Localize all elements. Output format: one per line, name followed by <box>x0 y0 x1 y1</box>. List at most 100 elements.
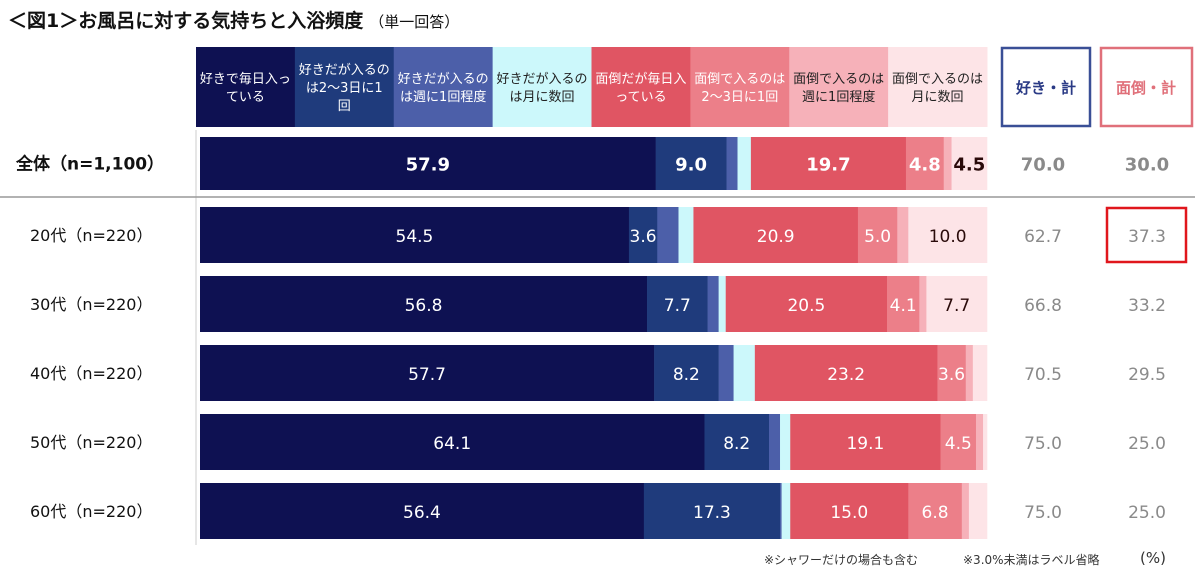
legend-label: 好きだが入るのは2～3日に1 回 <box>299 63 390 114</box>
legend-swatch <box>789 47 889 127</box>
data-label: 57.7 <box>408 365 446 385</box>
like-total-value: 75.0 <box>1024 434 1062 454</box>
data-label: 56.4 <box>403 503 441 523</box>
legend-label: 面倒で入るのは週に1回程度 <box>793 72 884 105</box>
bar-segment <box>655 137 727 190</box>
bar-segment <box>908 207 988 263</box>
legend-swatch <box>393 47 494 127</box>
bar-segment <box>937 345 967 401</box>
data-label: 54.5 <box>396 227 434 247</box>
bar-segment <box>926 276 988 332</box>
legend-label: 好きだが入るのは週に1回程度 <box>398 72 489 105</box>
bar-segment <box>780 414 791 470</box>
row-label: 全体（n=1,100） <box>15 154 164 175</box>
data-label: 57.9 <box>406 155 450 176</box>
bar-segment <box>968 483 988 539</box>
like-total-value: 66.8 <box>1024 296 1062 316</box>
legend-label: 面倒で入るのは 2～3日に1回 <box>694 72 785 105</box>
row-label: 50代（n=220） <box>30 433 152 452</box>
bar-segment <box>678 207 694 263</box>
bar-segment <box>943 137 952 190</box>
bar-segment <box>972 345 988 401</box>
legend-swatch <box>888 47 988 127</box>
bar-segment <box>707 276 719 332</box>
bar-segment <box>200 276 648 332</box>
row-label: 40代（n=220） <box>30 364 152 383</box>
bar-segment <box>983 414 988 470</box>
bar-segment <box>200 414 705 470</box>
legend-swatch <box>492 47 592 127</box>
like-total-value: 62.7 <box>1024 227 1062 247</box>
bar-segment <box>704 414 770 470</box>
bar-segment <box>647 276 708 332</box>
data-label: 4.8 <box>909 155 941 176</box>
bar-segment <box>725 276 888 332</box>
bar-segment <box>908 483 963 539</box>
data-label: 3.6 <box>938 365 965 385</box>
bar-segment <box>718 276 727 332</box>
legend-label: 好きで毎日入っている <box>200 71 291 105</box>
bar-segment <box>961 483 970 539</box>
bar-segment <box>733 345 756 401</box>
bar-segment <box>200 345 655 401</box>
legend-swatch <box>294 47 395 127</box>
data-label: 7.7 <box>943 296 970 316</box>
bar-segment <box>200 207 630 263</box>
data-label: 6.8 <box>922 503 949 523</box>
bother-total-value: 37.3 <box>1128 227 1166 247</box>
highlight-box <box>1105 206 1188 264</box>
legend-label: 面倒だが毎日入っている <box>595 71 686 105</box>
row-label: 20代（n=220） <box>30 226 152 245</box>
bar-segment <box>940 414 977 470</box>
bar-segment <box>693 207 859 263</box>
bar-segment <box>726 137 738 190</box>
bar-segment <box>718 345 734 401</box>
subtitle-text: （単一回答） <box>369 13 460 31</box>
bar-segment <box>951 137 988 190</box>
data-label: 8.2 <box>723 434 750 454</box>
like-total-value: 75.0 <box>1024 503 1062 523</box>
bother-total-value: 33.2 <box>1128 296 1166 316</box>
bother-total-value: 25.0 <box>1128 503 1166 523</box>
bother-total-header: 面倒・計 <box>1116 79 1176 97</box>
row-label: 60代（n=220） <box>30 502 152 521</box>
data-label: 9.0 <box>675 155 707 176</box>
title-text: ＜図1＞お風呂に対する気持ちと入浴頻度 <box>8 10 364 32</box>
legend-swatch <box>690 47 790 127</box>
data-label: 8.2 <box>673 365 700 385</box>
bar-segment <box>780 483 782 539</box>
bar-segment <box>897 207 909 263</box>
legend-label: 面倒で入るのは月に数回 <box>892 72 983 105</box>
bar-segment <box>628 207 658 263</box>
bar-segment <box>781 483 791 539</box>
bar-segment <box>657 207 679 263</box>
bother-total-value: 30.0 <box>1125 155 1169 176</box>
data-label: 4.1 <box>890 296 917 316</box>
bar-segment <box>975 414 984 470</box>
bar-segment <box>857 207 898 263</box>
like-total-header-box <box>1000 46 1092 128</box>
legend-label: 好きだが入るのは月に数回 <box>497 72 588 105</box>
data-label: 15.0 <box>830 503 868 523</box>
bar-segment <box>769 414 781 470</box>
note-shower: ※シャワーだけの場合も含む <box>764 553 919 567</box>
legend-swatch <box>196 47 296 127</box>
row-label: 30代（n=220） <box>30 295 152 314</box>
bother-total-value: 25.0 <box>1128 434 1166 454</box>
data-label: 4.5 <box>945 434 972 454</box>
like-total-value: 70.5 <box>1024 365 1062 385</box>
data-label: 17.3 <box>693 503 731 523</box>
bar-segment <box>965 345 974 401</box>
bar-segment <box>790 483 909 539</box>
bar-segment <box>905 137 945 190</box>
bar-segment <box>919 276 927 332</box>
like-total-value: 70.0 <box>1021 155 1065 176</box>
note-label-omit: ※3.0%未満はラベル省略 <box>963 553 1100 567</box>
bar-segment <box>750 137 907 190</box>
bar-segment <box>737 137 752 190</box>
data-label: 5.0 <box>864 227 891 247</box>
legend-swatch <box>591 47 691 127</box>
bother-total-header-box <box>1099 46 1194 128</box>
data-label: 64.1 <box>433 434 471 454</box>
